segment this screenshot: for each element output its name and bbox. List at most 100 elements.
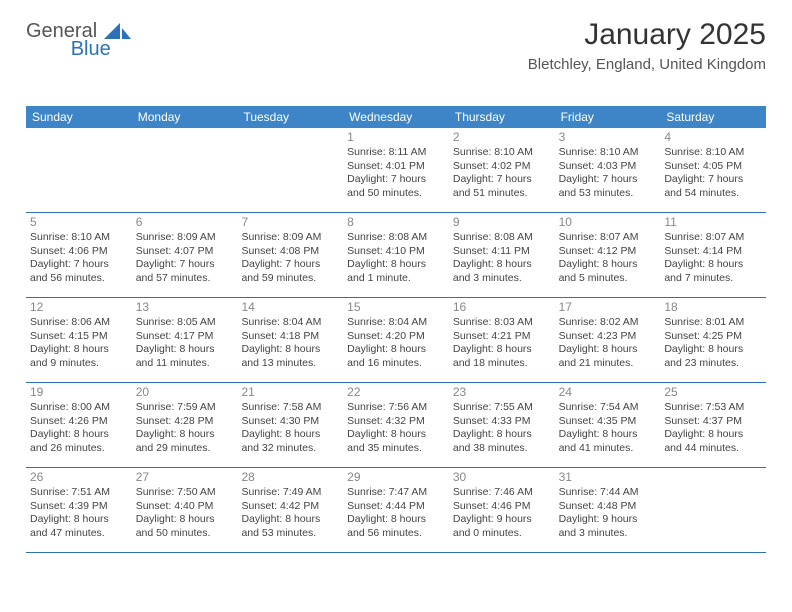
day-number: 23 xyxy=(453,385,551,400)
sunset-text: Sunset: 4:05 PM xyxy=(664,160,762,173)
daylight-text: Daylight: 8 hours and 18 minutes. xyxy=(453,343,551,370)
calendar-week-row: 5Sunrise: 8:10 AMSunset: 4:06 PMDaylight… xyxy=(26,213,766,298)
daylight-text: Daylight: 9 hours and 3 minutes. xyxy=(559,513,657,540)
sunrise-text: Sunrise: 8:02 AM xyxy=(559,316,657,329)
day-number: 16 xyxy=(453,300,551,315)
day-number: 11 xyxy=(664,215,762,230)
day-number: 27 xyxy=(136,470,234,485)
calendar-day-cell: 9Sunrise: 8:08 AMSunset: 4:11 PMDaylight… xyxy=(449,213,555,297)
calendar-week-row: 12Sunrise: 8:06 AMSunset: 4:15 PMDayligh… xyxy=(26,298,766,383)
sunset-text: Sunset: 4:42 PM xyxy=(241,500,339,513)
calendar-day-cell xyxy=(660,468,766,552)
calendar-day-cell: 25Sunrise: 7:53 AMSunset: 4:37 PMDayligh… xyxy=(660,383,766,467)
calendar-day-cell xyxy=(132,128,238,212)
sunrise-text: Sunrise: 8:08 AM xyxy=(347,231,445,244)
sunrise-text: Sunrise: 7:59 AM xyxy=(136,401,234,414)
sunset-text: Sunset: 4:10 PM xyxy=(347,245,445,258)
sunset-text: Sunset: 4:01 PM xyxy=(347,160,445,173)
calendar-day-cell: 22Sunrise: 7:56 AMSunset: 4:32 PMDayligh… xyxy=(343,383,449,467)
sunrise-text: Sunrise: 8:06 AM xyxy=(30,316,128,329)
daylight-text: Daylight: 7 hours and 57 minutes. xyxy=(136,258,234,285)
sunrise-text: Sunrise: 8:10 AM xyxy=(664,146,762,159)
day-number: 3 xyxy=(559,130,657,145)
calendar-grid: Sunday Monday Tuesday Wednesday Thursday… xyxy=(26,106,766,553)
calendar-day-cell: 10Sunrise: 8:07 AMSunset: 4:12 PMDayligh… xyxy=(555,213,661,297)
month-title: January 2025 xyxy=(528,18,766,52)
daylight-text: Daylight: 8 hours and 23 minutes. xyxy=(664,343,762,370)
weekday-header: Sunday xyxy=(26,106,132,128)
calendar-week-row: 19Sunrise: 8:00 AMSunset: 4:26 PMDayligh… xyxy=(26,383,766,468)
sunrise-text: Sunrise: 8:04 AM xyxy=(241,316,339,329)
calendar-day-cell: 6Sunrise: 8:09 AMSunset: 4:07 PMDaylight… xyxy=(132,213,238,297)
calendar-week-row: 1Sunrise: 8:11 AMSunset: 4:01 PMDaylight… xyxy=(26,128,766,213)
calendar-day-cell: 12Sunrise: 8:06 AMSunset: 4:15 PMDayligh… xyxy=(26,298,132,382)
daylight-text: Daylight: 8 hours and 21 minutes. xyxy=(559,343,657,370)
sunset-text: Sunset: 4:33 PM xyxy=(453,415,551,428)
calendar-day-cell: 23Sunrise: 7:55 AMSunset: 4:33 PMDayligh… xyxy=(449,383,555,467)
sunrise-text: Sunrise: 7:44 AM xyxy=(559,486,657,499)
sunrise-text: Sunrise: 7:53 AM xyxy=(664,401,762,414)
sunrise-text: Sunrise: 8:07 AM xyxy=(664,231,762,244)
daylight-text: Daylight: 8 hours and 1 minute. xyxy=(347,258,445,285)
day-number: 22 xyxy=(347,385,445,400)
sunrise-text: Sunrise: 8:10 AM xyxy=(559,146,657,159)
sunset-text: Sunset: 4:12 PM xyxy=(559,245,657,258)
sunset-text: Sunset: 4:30 PM xyxy=(241,415,339,428)
day-number: 2 xyxy=(453,130,551,145)
calendar-day-cell: 5Sunrise: 8:10 AMSunset: 4:06 PMDaylight… xyxy=(26,213,132,297)
daylight-text: Daylight: 7 hours and 56 minutes. xyxy=(30,258,128,285)
daylight-text: Daylight: 8 hours and 5 minutes. xyxy=(559,258,657,285)
daylight-text: Daylight: 8 hours and 56 minutes. xyxy=(347,513,445,540)
weekday-header: Thursday xyxy=(449,106,555,128)
sunset-text: Sunset: 4:06 PM xyxy=(30,245,128,258)
sunset-text: Sunset: 4:08 PM xyxy=(241,245,339,258)
sunset-text: Sunset: 4:28 PM xyxy=(136,415,234,428)
location-text: Bletchley, England, United Kingdom xyxy=(528,56,766,73)
sunrise-text: Sunrise: 7:51 AM xyxy=(30,486,128,499)
sunrise-text: Sunrise: 8:04 AM xyxy=(347,316,445,329)
sunrise-text: Sunrise: 7:49 AM xyxy=(241,486,339,499)
calendar-day-cell: 20Sunrise: 7:59 AMSunset: 4:28 PMDayligh… xyxy=(132,383,238,467)
daylight-text: Daylight: 7 hours and 50 minutes. xyxy=(347,173,445,200)
day-number: 13 xyxy=(136,300,234,315)
sunset-text: Sunset: 4:26 PM xyxy=(30,415,128,428)
calendar-day-cell: 4Sunrise: 8:10 AMSunset: 4:05 PMDaylight… xyxy=(660,128,766,212)
sunset-text: Sunset: 4:14 PM xyxy=(664,245,762,258)
daylight-text: Daylight: 8 hours and 47 minutes. xyxy=(30,513,128,540)
sunrise-text: Sunrise: 7:47 AM xyxy=(347,486,445,499)
day-number: 14 xyxy=(241,300,339,315)
day-number: 30 xyxy=(453,470,551,485)
page-header: January 2025 Bletchley, England, United … xyxy=(528,18,766,73)
calendar-day-cell: 17Sunrise: 8:02 AMSunset: 4:23 PMDayligh… xyxy=(555,298,661,382)
calendar-day-cell: 1Sunrise: 8:11 AMSunset: 4:01 PMDaylight… xyxy=(343,128,449,212)
day-number: 12 xyxy=(30,300,128,315)
day-number: 1 xyxy=(347,130,445,145)
calendar-day-cell: 21Sunrise: 7:58 AMSunset: 4:30 PMDayligh… xyxy=(237,383,343,467)
daylight-text: Daylight: 7 hours and 53 minutes. xyxy=(559,173,657,200)
daylight-text: Daylight: 7 hours and 51 minutes. xyxy=(453,173,551,200)
sunrise-text: Sunrise: 8:03 AM xyxy=(453,316,551,329)
daylight-text: Daylight: 8 hours and 50 minutes. xyxy=(136,513,234,540)
calendar-week-row: 26Sunrise: 7:51 AMSunset: 4:39 PMDayligh… xyxy=(26,468,766,553)
daylight-text: Daylight: 8 hours and 35 minutes. xyxy=(347,428,445,455)
day-number: 4 xyxy=(664,130,762,145)
calendar-day-cell: 30Sunrise: 7:46 AMSunset: 4:46 PMDayligh… xyxy=(449,468,555,552)
sunset-text: Sunset: 4:44 PM xyxy=(347,500,445,513)
calendar-day-cell: 19Sunrise: 8:00 AMSunset: 4:26 PMDayligh… xyxy=(26,383,132,467)
calendar-day-cell: 27Sunrise: 7:50 AMSunset: 4:40 PMDayligh… xyxy=(132,468,238,552)
weekday-header: Friday xyxy=(555,106,661,128)
calendar-day-cell: 24Sunrise: 7:54 AMSunset: 4:35 PMDayligh… xyxy=(555,383,661,467)
day-number: 17 xyxy=(559,300,657,315)
sunset-text: Sunset: 4:11 PM xyxy=(453,245,551,258)
calendar-day-cell xyxy=(26,128,132,212)
sunset-text: Sunset: 4:46 PM xyxy=(453,500,551,513)
day-number: 5 xyxy=(30,215,128,230)
weekday-header: Saturday xyxy=(660,106,766,128)
sunset-text: Sunset: 4:40 PM xyxy=(136,500,234,513)
day-number: 20 xyxy=(136,385,234,400)
sunset-text: Sunset: 4:18 PM xyxy=(241,330,339,343)
calendar-day-cell: 7Sunrise: 8:09 AMSunset: 4:08 PMDaylight… xyxy=(237,213,343,297)
weekday-header: Wednesday xyxy=(343,106,449,128)
sunrise-text: Sunrise: 8:00 AM xyxy=(30,401,128,414)
daylight-text: Daylight: 7 hours and 59 minutes. xyxy=(241,258,339,285)
